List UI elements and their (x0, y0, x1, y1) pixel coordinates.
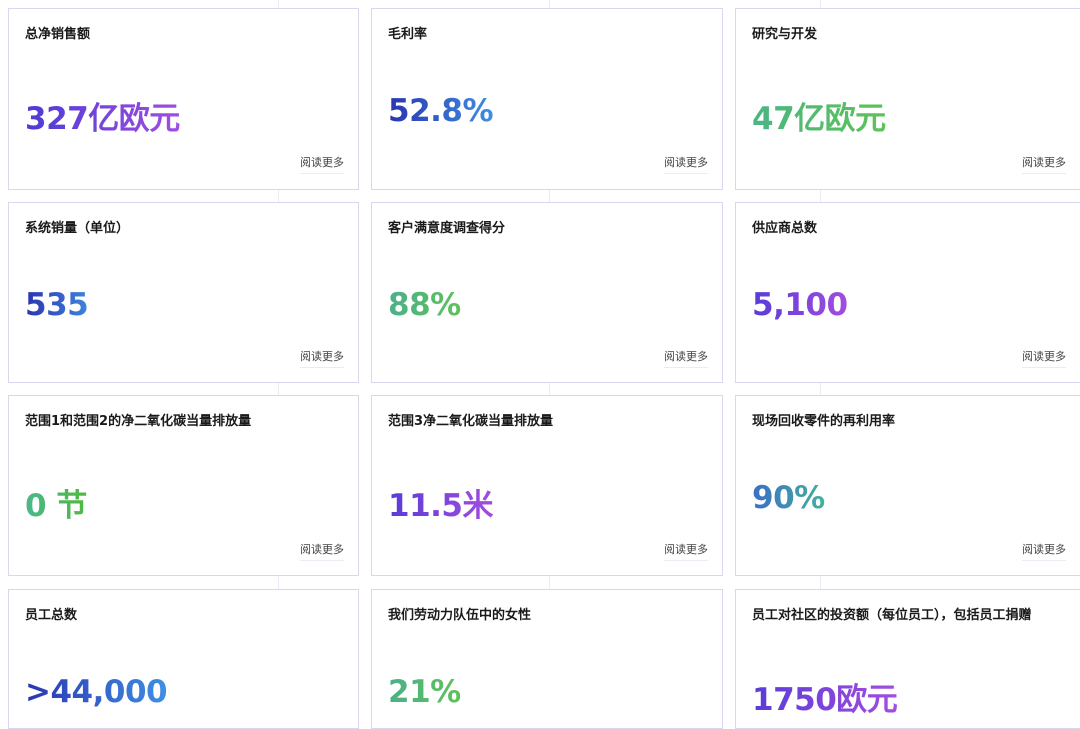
metric-title: 供应商总数 (752, 221, 818, 236)
metric-title: 员工对社区的投资额（每位员工），包括员工捐赠 (752, 608, 1032, 623)
metric-card: 研究与开发 47亿欧元 阅读更多 (735, 8, 1080, 190)
metric-title: 毛利率 (388, 27, 428, 42)
read-more-link[interactable]: 阅读更多 (300, 348, 344, 368)
metric-card: 范围3净二氧化碳当量排放量 11.5米 阅读更多 (371, 395, 723, 576)
read-more-link[interactable]: 阅读更多 (664, 541, 708, 561)
metric-card: 供应商总数 5,100 阅读更多 (735, 202, 1080, 383)
metric-title: 范围3净二氧化碳当量排放量 (388, 414, 554, 429)
metric-card: 范围1和范围2的净二氧化碳当量排放量 0 节 阅读更多 (8, 395, 359, 576)
metric-value: 5,100 (752, 287, 848, 323)
metric-card: 总净销售额 327亿欧元 阅读更多 (8, 8, 359, 190)
metric-value: 535 (25, 287, 89, 323)
metric-value: 88% (388, 287, 461, 323)
metric-value: 1750欧元 (752, 674, 898, 719)
metric-card: 员工总数 >44,000 (8, 589, 359, 729)
metric-title: 总净销售额 (25, 27, 91, 42)
read-more-link[interactable]: 阅读更多 (664, 154, 708, 174)
metric-title: 现场回收零件的再利用率 (752, 414, 896, 429)
metric-value: 327亿欧元 (25, 93, 180, 138)
read-more-link[interactable]: 阅读更多 (300, 154, 344, 174)
metric-title: 我们劳动力队伍中的女性 (388, 608, 532, 623)
metric-value: 52.8% (388, 93, 494, 129)
metric-value: 21% (388, 674, 461, 710)
read-more-link[interactable]: 阅读更多 (1022, 348, 1066, 368)
metric-value: 11.5米 (388, 480, 494, 525)
metric-card: 毛利率 52.8% 阅读更多 (371, 8, 723, 190)
read-more-link[interactable]: 阅读更多 (1022, 154, 1066, 174)
metric-value: >44,000 (25, 674, 168, 710)
metric-title: 客户满意度调查得分 (388, 221, 506, 236)
metric-card: 我们劳动力队伍中的女性 21% (371, 589, 723, 729)
metric-title: 范围1和范围2的净二氧化碳当量排放量 (25, 414, 252, 429)
metric-title: 员工总数 (25, 608, 78, 623)
metric-value: 90% (752, 480, 825, 516)
read-more-link[interactable]: 阅读更多 (300, 541, 344, 561)
read-more-link[interactable]: 阅读更多 (1022, 541, 1066, 561)
metric-title: 系统销量（单位） (25, 221, 130, 236)
metric-value: 47亿欧元 (752, 93, 886, 138)
metric-card: 系统销量（单位） 535 阅读更多 (8, 202, 359, 383)
read-more-link[interactable]: 阅读更多 (664, 348, 708, 368)
metric-card: 客户满意度调查得分 88% 阅读更多 (371, 202, 723, 383)
metric-title: 研究与开发 (752, 27, 818, 42)
metric-value: 0 节 (25, 480, 87, 525)
metric-card: 员工对社区的投资额（每位员工），包括员工捐赠 1750欧元 (735, 589, 1080, 729)
metric-card: 现场回收零件的再利用率 90% 阅读更多 (735, 395, 1080, 576)
